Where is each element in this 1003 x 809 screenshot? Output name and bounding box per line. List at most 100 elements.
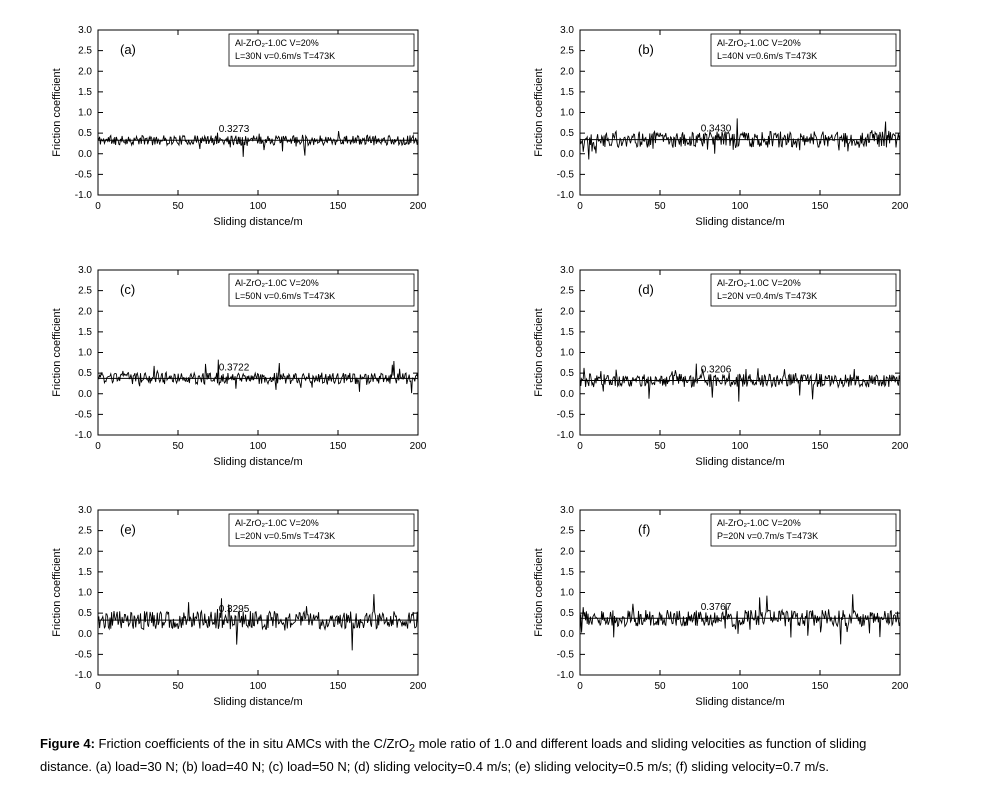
xlabel: Sliding distance/m	[695, 216, 784, 228]
svg-text:150: 150	[330, 681, 347, 692]
svg-text:-1.0: -1.0	[75, 670, 93, 681]
legend-line2: L=30N v=0.6m/s T=473K	[235, 51, 335, 61]
legend-line1: Al-ZrO₂-1.0C V=20%	[717, 518, 801, 528]
xlabel: Sliding distance/m	[213, 216, 302, 228]
svg-text:1.0: 1.0	[560, 588, 574, 599]
svg-text:200: 200	[410, 441, 427, 452]
svg-text:1.5: 1.5	[78, 327, 92, 338]
panel-letter: (f)	[638, 522, 650, 537]
legend-line1: Al-ZrO₂-1.0C V=20%	[235, 518, 319, 528]
svg-text:3.0: 3.0	[560, 505, 574, 516]
svg-text:0: 0	[95, 441, 101, 452]
svg-text:1.5: 1.5	[78, 567, 92, 578]
svg-text:50: 50	[172, 441, 184, 452]
svg-text:-1.0: -1.0	[75, 190, 93, 201]
svg-text:0.5: 0.5	[560, 608, 574, 619]
svg-text:0.0: 0.0	[560, 389, 574, 400]
svg-text:-0.5: -0.5	[75, 649, 93, 660]
svg-text:0.5: 0.5	[78, 608, 92, 619]
svg-text:2.5: 2.5	[78, 286, 92, 297]
svg-text:3.0: 3.0	[560, 25, 574, 36]
svg-text:2.0: 2.0	[560, 306, 574, 317]
svg-text:0: 0	[95, 201, 101, 212]
svg-text:0.5: 0.5	[560, 368, 574, 379]
svg-text:50: 50	[654, 441, 666, 452]
svg-text:100: 100	[250, 201, 267, 212]
panel-d: 050100150200-1.0-0.50.00.51.01.52.02.53.…	[522, 260, 922, 470]
mean-value-label: 0.3206	[700, 365, 731, 376]
svg-text:0.0: 0.0	[78, 149, 92, 160]
svg-text:50: 50	[172, 201, 184, 212]
legend-line1: Al-ZrO₂-1.0C V=20%	[235, 38, 319, 48]
svg-text:1.5: 1.5	[560, 87, 574, 98]
svg-text:2.5: 2.5	[78, 46, 92, 57]
legend-line2: L=50N v=0.6m/s T=473K	[235, 291, 335, 301]
legend-line1: Al-ZrO₂-1.0C V=20%	[235, 278, 319, 288]
legend-line2: L=20N v=0.4m/s T=473K	[717, 291, 817, 301]
svg-text:2.0: 2.0	[560, 66, 574, 77]
svg-text:1.0: 1.0	[560, 108, 574, 119]
caption-bold: Figure 4:	[40, 736, 95, 751]
legend-line2: P=20N v=0.7m/s T=473K	[717, 531, 818, 541]
xlabel: Sliding distance/m	[695, 456, 784, 468]
panel-f-svg: 050100150200-1.0-0.50.00.51.01.52.02.53.…	[522, 500, 922, 710]
svg-text:150: 150	[330, 441, 347, 452]
panel-a-svg: 050100150200-1.0-0.50.00.51.01.52.02.53.…	[40, 20, 440, 230]
svg-text:100: 100	[250, 681, 267, 692]
svg-text:1.5: 1.5	[560, 327, 574, 338]
svg-text:1.0: 1.0	[78, 108, 92, 119]
ylabel: Friction coefficient	[51, 308, 63, 396]
panel-c: 050100150200-1.0-0.50.00.51.01.52.02.53.…	[40, 260, 440, 470]
svg-text:150: 150	[811, 201, 828, 212]
svg-text:2.5: 2.5	[560, 526, 574, 537]
panel-f: 050100150200-1.0-0.50.00.51.01.52.02.53.…	[522, 500, 922, 710]
svg-text:2.5: 2.5	[78, 526, 92, 537]
svg-text:-1.0: -1.0	[556, 430, 574, 441]
svg-text:200: 200	[410, 681, 427, 692]
panel-letter: (b)	[638, 42, 654, 57]
panel-letter: (a)	[120, 42, 136, 57]
svg-text:2.0: 2.0	[78, 66, 92, 77]
panel-b-svg: 050100150200-1.0-0.50.00.51.01.52.02.53.…	[522, 20, 922, 230]
ylabel: Friction coefficient	[51, 68, 63, 156]
svg-text:50: 50	[654, 681, 666, 692]
svg-text:-1.0: -1.0	[75, 430, 93, 441]
svg-text:200: 200	[891, 441, 908, 452]
svg-text:-0.5: -0.5	[75, 409, 93, 420]
svg-text:1.0: 1.0	[78, 588, 92, 599]
svg-text:50: 50	[654, 201, 666, 212]
figure-caption: Figure 4: Friction coefficients of the i…	[40, 734, 920, 776]
svg-text:200: 200	[891, 201, 908, 212]
svg-text:100: 100	[250, 441, 267, 452]
svg-text:2.5: 2.5	[560, 286, 574, 297]
panel-c-svg: 050100150200-1.0-0.50.00.51.01.52.02.53.…	[40, 260, 440, 470]
svg-text:0: 0	[577, 441, 583, 452]
svg-text:2.0: 2.0	[560, 546, 574, 557]
svg-text:0: 0	[577, 201, 583, 212]
panel-d-svg: 050100150200-1.0-0.50.00.51.01.52.02.53.…	[522, 260, 922, 470]
panel-e: 050100150200-1.0-0.50.00.51.01.52.02.53.…	[40, 500, 440, 710]
figure-grid: 0 50 100 150 200 -1.0 -0.5 0.0 0.5 1.0 1.5 2.0 2.5 3.…	[40, 20, 963, 710]
panel-letter: (d)	[638, 282, 654, 297]
xlabel: Sliding distance/m	[213, 456, 302, 468]
svg-text:2.0: 2.0	[78, 546, 92, 557]
legend-line1: Al-ZrO₂-1.0C V=20%	[717, 38, 801, 48]
legend-line1: Al-ZrO₂-1.0C V=20%	[717, 278, 801, 288]
svg-text:-0.5: -0.5	[556, 169, 574, 180]
svg-text:-1.0: -1.0	[556, 190, 574, 201]
svg-text:0: 0	[577, 681, 583, 692]
svg-text:100: 100	[731, 201, 748, 212]
svg-text:150: 150	[811, 681, 828, 692]
svg-text:0.5: 0.5	[560, 128, 574, 139]
svg-text:3.0: 3.0	[78, 505, 92, 516]
ylabel: Friction coefficient	[533, 548, 545, 636]
panel-a: 050100150200-1.0-0.50.00.51.01.52.02.53.…	[40, 20, 440, 230]
svg-text:2.0: 2.0	[78, 306, 92, 317]
svg-text:3.0: 3.0	[78, 25, 92, 36]
svg-text:3.0: 3.0	[560, 265, 574, 276]
ylabel: Friction coefficient	[533, 68, 545, 156]
svg-text:2.5: 2.5	[560, 46, 574, 57]
svg-text:1.5: 1.5	[560, 567, 574, 578]
xlabel: Sliding distance/m	[695, 696, 784, 708]
svg-text:50: 50	[172, 681, 184, 692]
